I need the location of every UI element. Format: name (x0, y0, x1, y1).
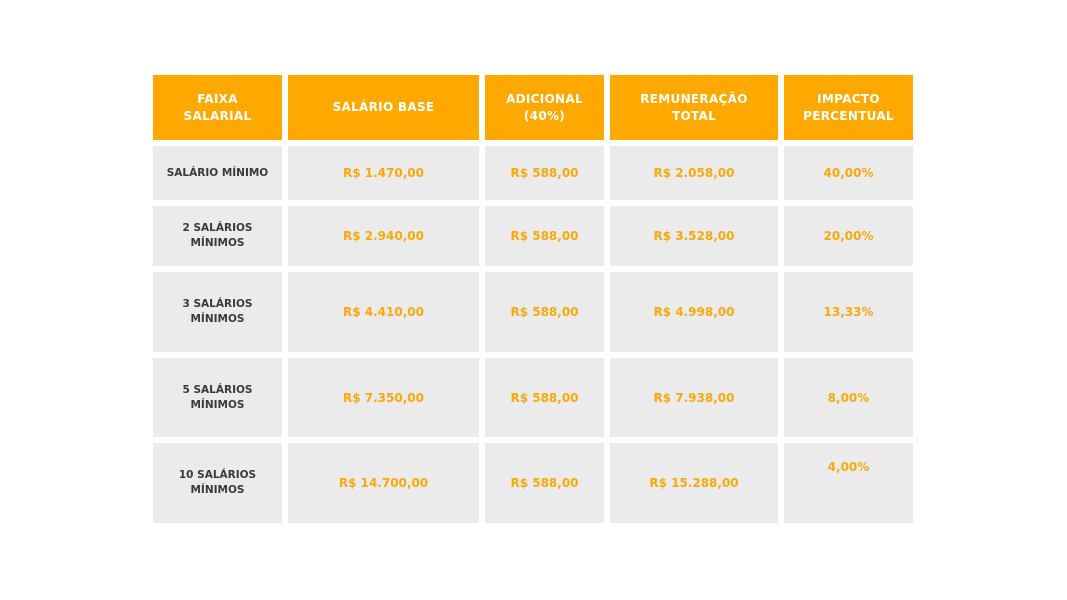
table-row-2-total: R$ 3.528,00 (610, 206, 778, 266)
table-row-1-impacto: 40,00% (784, 146, 913, 200)
table-row-3-adicional: R$ 588,00 (485, 272, 604, 352)
table-row-1-salario-base: R$ 1.470,00 (288, 146, 479, 200)
table-row-3-faixa: 3 SALÁRIOS MÍNIMOS (153, 272, 282, 352)
table-row-2-impacto: 20,00% (784, 206, 913, 266)
table-row-5-impacto: 4,00% (784, 443, 913, 523)
header-line: SALARIAL (183, 108, 252, 123)
table-row-1-total: R$ 2.058,00 (610, 146, 778, 200)
faixa-label: 5 SALÁRIOS (182, 383, 253, 396)
faixa-label: MÍNIMOS (190, 237, 245, 249)
table-row-4-salario-base: R$ 7.350,00 (288, 358, 479, 437)
table-row-5-faixa: 10 SALÁRIOS MÍNIMOS (153, 443, 282, 523)
table-row-3-total: R$ 4.998,00 (610, 272, 778, 352)
header-line: IMPACTO (817, 91, 880, 106)
header-line: PERCENTUAL (803, 108, 894, 123)
faixa-label: 3 SALÁRIOS (182, 298, 253, 310)
table-row-2-faixa: 2 SALÁRIOS MÍNIMOS (153, 206, 282, 266)
header-impacto-percentual: IMPACTO PERCENTUAL (784, 75, 913, 140)
table-row-1-adicional: R$ 588,00 (485, 146, 604, 200)
header-line: (40%) (523, 108, 566, 123)
faixa-label: SALÁRIO MÍNIMO (166, 166, 269, 179)
table-row-4-faixa: 5 SALÁRIOS MÍNIMOS (153, 358, 282, 437)
header-salario-base: SALÁRIO BASE (288, 75, 479, 140)
table-row-4-total: R$ 7.938,00 (610, 358, 778, 437)
table-row-3-impacto: 13,33% (784, 272, 913, 352)
table-row-2-adicional: R$ 588,00 (485, 206, 604, 266)
table-row-4-impacto: 8,00% (784, 358, 913, 437)
header-faixa-salarial: FAIXA SALARIAL (153, 75, 282, 140)
table-row-3-salario-base: R$ 4.410,00 (288, 272, 479, 352)
faixa-label: 10 SALÁRIOS (178, 469, 257, 481)
header-line: TOTAL (671, 108, 717, 123)
table-row-5-total: R$ 15.288,00 (610, 443, 778, 523)
table-row-1-faixa: SALÁRIO MÍNIMO (153, 146, 282, 200)
table-row-5-salario-base: R$ 14.700,00 (288, 443, 479, 523)
table-row-2-salario-base: R$ 2.940,00 (288, 206, 479, 266)
header-adicional: ADICIONAL (40%) (485, 75, 604, 140)
faixa-label: 2 SALÁRIOS (182, 222, 253, 234)
faixa-label: MÍNIMOS (190, 398, 245, 411)
table-row-4-adicional: R$ 588,00 (485, 358, 604, 437)
faixa-label: MÍNIMOS (190, 313, 245, 325)
header-line: SALÁRIO BASE (332, 100, 435, 114)
header-remuneracao-total: REMUNERAÇÃO TOTAL (610, 75, 778, 140)
table-row-5-adicional: R$ 588,00 (485, 443, 604, 523)
faixa-label: MÍNIMOS (190, 484, 245, 496)
header-line: REMUNERAÇÃO (640, 91, 748, 106)
header-line: ADICIONAL (506, 91, 583, 106)
header-line: FAIXA (197, 91, 238, 106)
